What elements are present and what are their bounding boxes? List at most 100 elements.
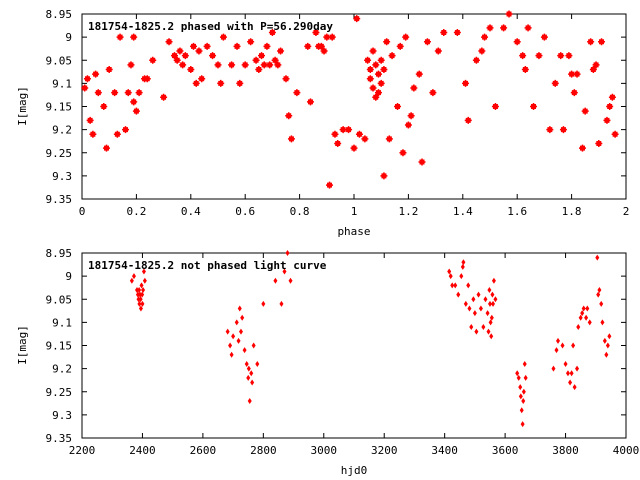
data-point	[513, 38, 521, 46]
data-point	[111, 89, 119, 97]
data-point	[581, 107, 589, 115]
x-tick-label: 1.8	[562, 205, 582, 218]
data-point	[135, 291, 140, 298]
data-point	[450, 282, 455, 289]
data-point	[228, 61, 236, 69]
data-point	[598, 38, 606, 46]
data-point	[554, 347, 559, 354]
x-tick-label: 1.4	[453, 205, 473, 218]
unphased-plot-xlabel: hjd0	[341, 464, 368, 477]
data-point	[255, 361, 260, 367]
data-point	[102, 144, 110, 152]
data-point	[559, 126, 567, 134]
data-point	[519, 52, 527, 60]
data-point	[293, 89, 301, 97]
data-point	[380, 172, 388, 180]
data-point	[557, 52, 565, 60]
data-point	[551, 365, 556, 372]
data-point	[611, 130, 619, 138]
data-point	[461, 259, 466, 266]
data-point	[584, 314, 589, 321]
data-point	[369, 84, 377, 92]
phased-plot-points	[81, 10, 619, 189]
data-point	[606, 103, 614, 110]
y-tick-label: 9.1	[52, 77, 72, 90]
data-point	[596, 291, 601, 298]
data-point	[129, 277, 134, 284]
data-point	[521, 388, 526, 395]
data-point	[282, 75, 290, 83]
x-tick-label: 1.2	[398, 205, 418, 218]
data-point	[141, 287, 146, 293]
data-point	[474, 328, 479, 335]
data-point	[521, 66, 529, 73]
data-point	[250, 379, 255, 386]
data-point	[516, 374, 521, 381]
data-point	[195, 47, 203, 55]
data-point	[285, 112, 293, 120]
data-point	[122, 126, 130, 134]
x-tick-label: 1	[351, 205, 358, 218]
data-point	[518, 393, 523, 400]
data-point	[571, 342, 576, 349]
data-point	[140, 291, 145, 298]
data-point	[522, 361, 527, 367]
data-point	[234, 319, 239, 326]
x-tick-label: 2600	[190, 444, 217, 457]
data-point	[366, 66, 374, 73]
data-point	[523, 374, 528, 381]
data-point	[472, 310, 477, 317]
data-point	[181, 52, 189, 60]
x-tick-label: 0	[79, 205, 86, 218]
data-point	[518, 384, 523, 391]
data-point	[89, 130, 97, 138]
data-point	[595, 140, 603, 147]
data-point	[258, 52, 266, 60]
data-point	[247, 398, 252, 404]
data-point	[500, 24, 508, 32]
data-point	[486, 328, 491, 335]
data-point	[575, 365, 580, 372]
data-point	[246, 365, 251, 372]
data-point	[138, 305, 143, 312]
data-point	[141, 268, 146, 275]
phased-plot-ticks: 0 0.2 0.4 0.6 0.8 1 1.2 1.4 1.6 1.8 2 8.95 9 9.05 9.1 9…	[46, 8, 630, 218]
data-point	[505, 10, 513, 18]
data-point	[377, 79, 385, 87]
data-point	[489, 333, 494, 340]
data-point	[179, 61, 187, 69]
data-point	[580, 310, 585, 317]
y-tick-label: 8.95	[46, 247, 73, 260]
data-point	[203, 42, 211, 50]
data-point	[388, 52, 396, 60]
data-point	[214, 61, 222, 69]
data-point	[190, 42, 198, 50]
unphased-plot-points	[129, 250, 612, 428]
data-point	[100, 103, 108, 110]
data-point	[135, 287, 140, 293]
data-point	[568, 379, 573, 386]
data-point	[317, 42, 325, 50]
data-point	[288, 277, 293, 284]
data-point	[394, 103, 402, 110]
data-point	[306, 98, 314, 106]
unphased-plot-ticks: 2200 2400 2600 2800 3000 3200 3400 3600 3800 4000…	[46, 247, 640, 457]
data-point	[228, 342, 233, 349]
data-point	[192, 79, 200, 87]
unphased-plot-panel: 2200 2400 2600 2800 3000 3200 3400 3600 3800 4000…	[16, 247, 639, 477]
x-tick-label: 0.8	[290, 205, 310, 218]
data-point	[535, 52, 543, 60]
data-point	[569, 370, 574, 377]
data-point	[116, 33, 124, 41]
y-tick-label: 9.15	[46, 101, 73, 114]
data-point	[530, 103, 538, 110]
data-point	[364, 56, 372, 64]
y-tick-label: 9.05	[46, 54, 73, 67]
data-point	[231, 333, 236, 340]
data-point	[94, 89, 102, 97]
data-point	[399, 149, 407, 157]
data-point	[127, 61, 135, 69]
data-point	[277, 47, 285, 55]
y-tick-label: 9.35	[46, 193, 73, 206]
data-point	[478, 47, 486, 55]
